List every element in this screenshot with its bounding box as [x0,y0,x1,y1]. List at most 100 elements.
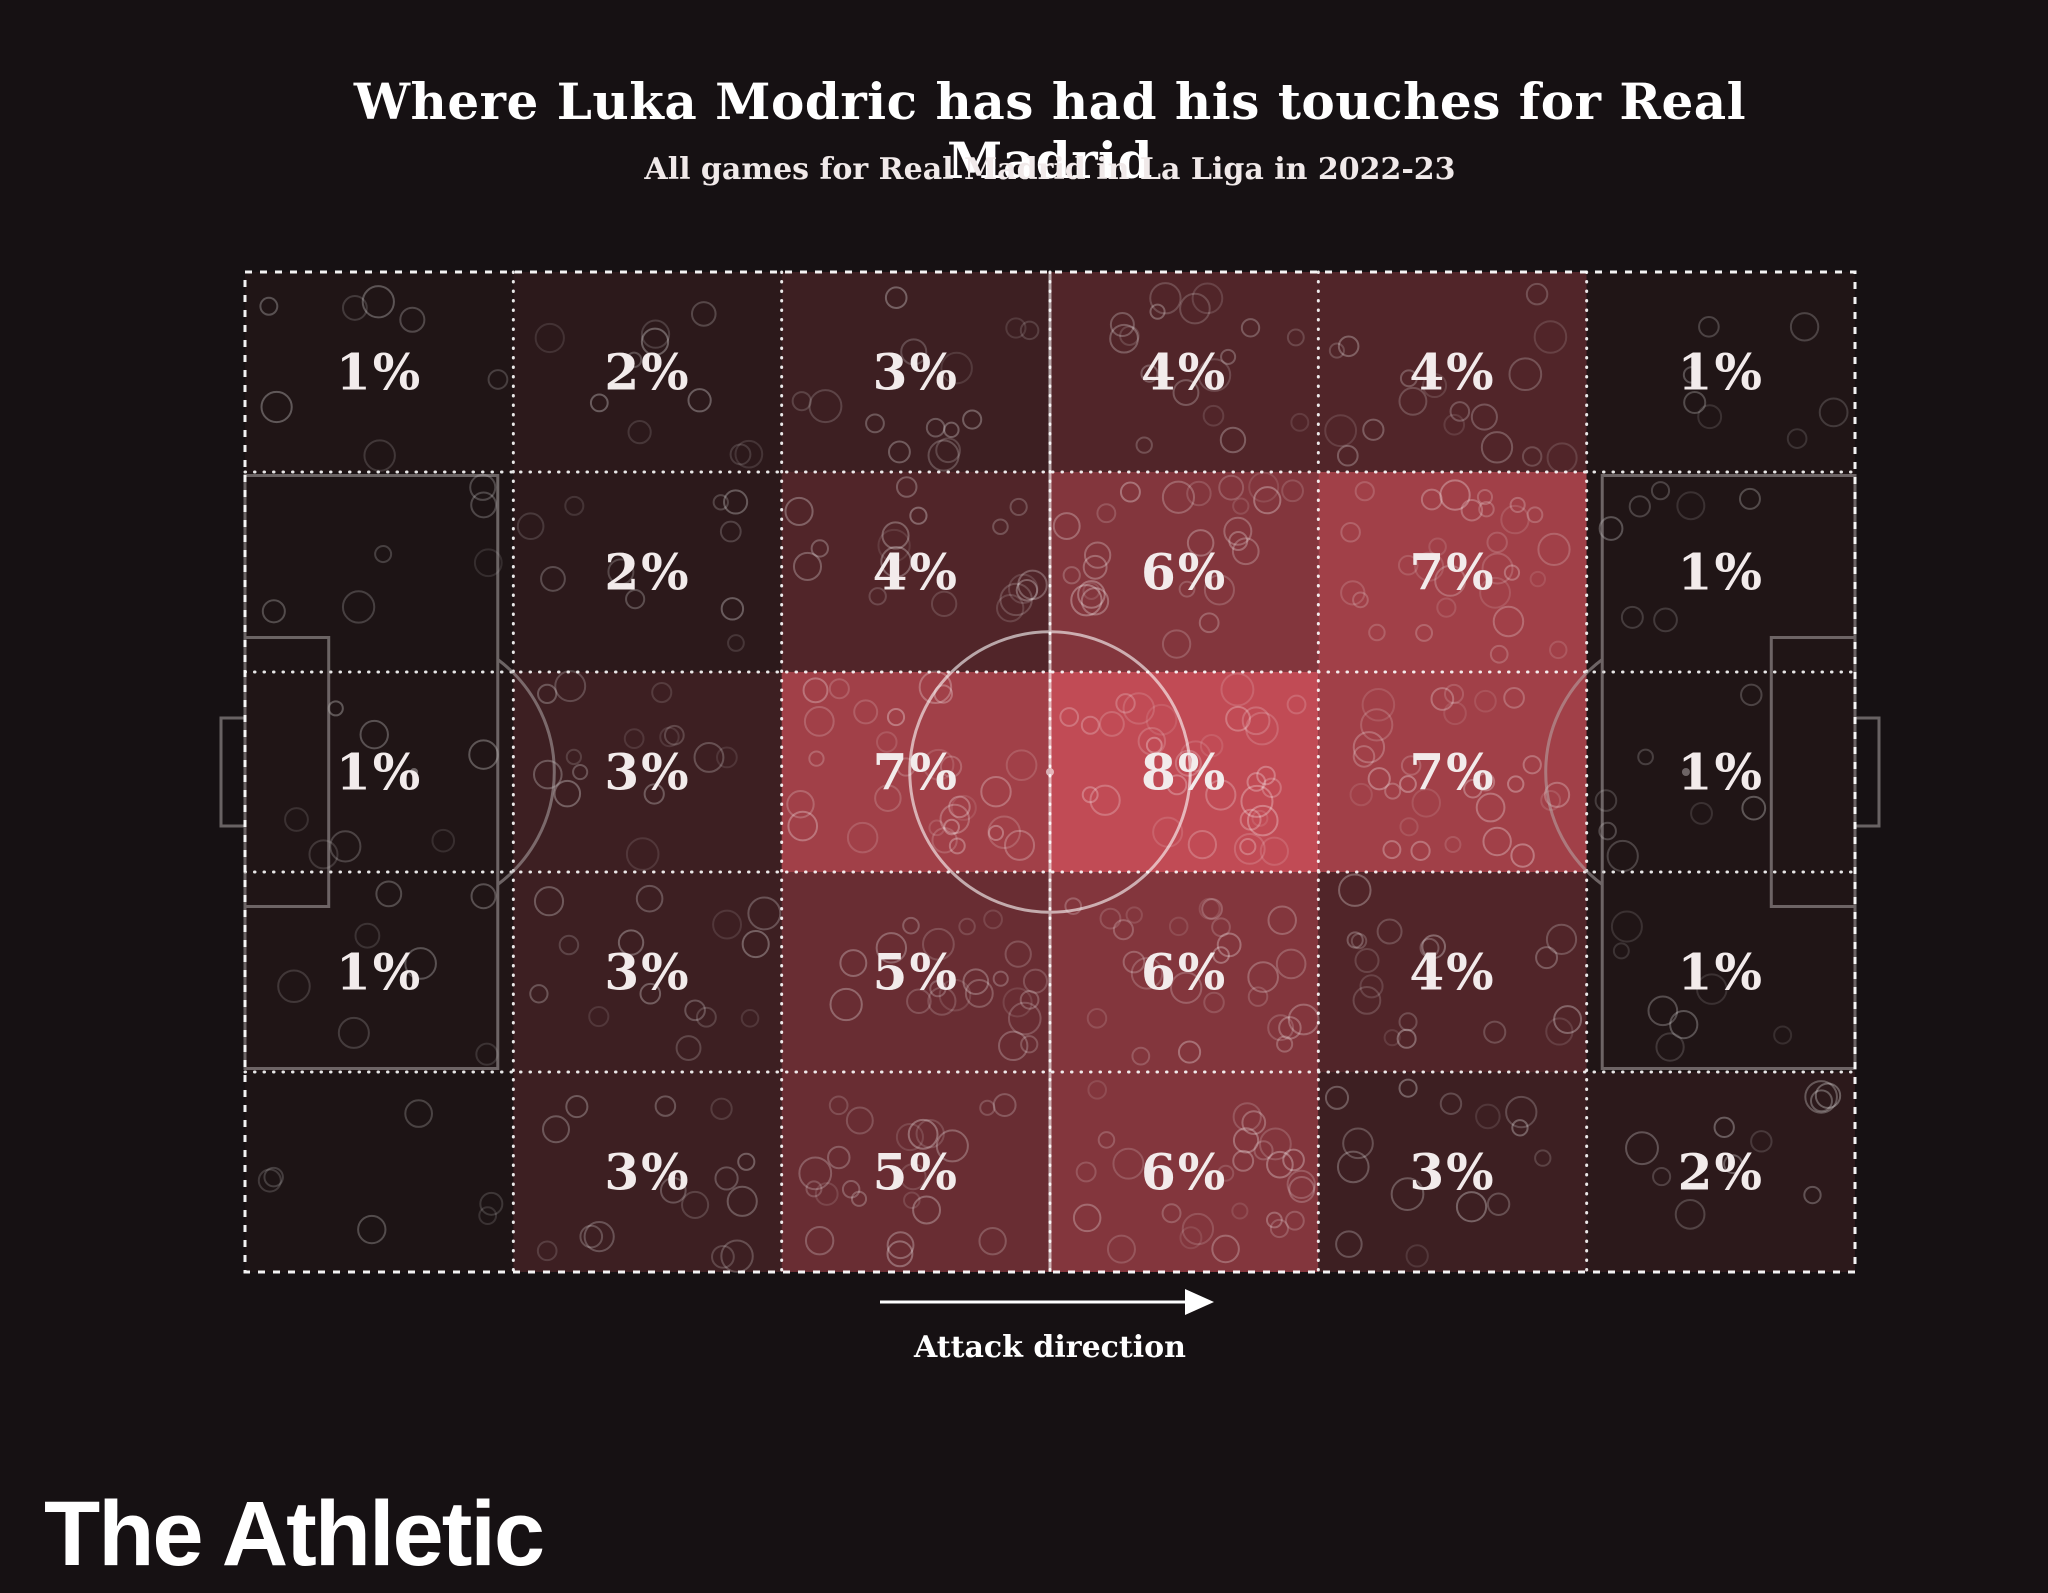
touch-ring [537,683,558,705]
touch-ring [1231,537,1260,566]
touch-ring [1019,320,1040,341]
touch-ring [1017,569,1048,601]
touch-ring [1480,431,1514,464]
touch-ring [1492,605,1525,638]
touch-ring [1145,736,1163,754]
touch-ring [1062,566,1081,585]
touch-ring [640,319,671,349]
touch-ring [663,724,685,746]
touch-ring [1131,1046,1151,1066]
touch-ring [723,489,749,515]
touch-ring [803,706,835,737]
touch-ring [1352,591,1369,609]
touch-ring [1248,471,1280,503]
touch-ring [1352,745,1376,768]
touch-ring [1212,946,1230,964]
touch-ring [470,491,498,519]
touch-ring [1219,426,1247,454]
touch-ring [361,285,395,319]
touch-ring [1245,711,1279,746]
touch-ring [1818,397,1849,428]
touch-ring [1653,607,1678,633]
touch-ring [1115,693,1136,714]
touch-ring [1082,554,1108,580]
touch-ring [554,670,587,703]
touch-ring [808,389,843,424]
zone-percentage-label: 3% [1409,1143,1495,1202]
touch-ring [1223,516,1253,546]
touch-ring [1166,774,1188,796]
touch-ring [1232,1149,1255,1172]
touch-ring [640,327,670,356]
touch-ring [1288,1176,1316,1203]
touch-ring [1246,804,1279,837]
touch-ring [337,1016,370,1049]
touch-ring [1232,1127,1260,1154]
touch-ring [876,731,898,753]
touch-ring [987,815,1021,849]
touch-ring [1199,733,1224,758]
zone-percentage-label: 4% [873,543,959,602]
heatmap-zone [1050,1072,1319,1272]
touch-ring [886,707,906,727]
touch-ring [808,750,825,767]
touch-ring [1430,687,1455,711]
zone-percentage-label: 7% [1409,743,1495,802]
touch-ring [625,589,646,610]
touch-ring [1537,532,1571,566]
touch-ring [1428,537,1447,557]
touch-ring [810,539,829,558]
touch-ring [1247,986,1269,1007]
touch-ring [1367,767,1391,791]
touch-ring [341,590,376,624]
touch-ring [868,587,887,606]
touch-ring [895,1123,924,1152]
touch-ring [542,1115,570,1144]
touch-ring [726,1185,758,1217]
touch-ring [1526,506,1544,524]
touch-ring [1005,749,1038,782]
touch-ring [1449,401,1471,422]
touch-ring [884,286,908,310]
touch-ring [1415,623,1434,642]
touch-ring [1020,1035,1039,1054]
touch-ring [651,681,673,704]
touch-ring [881,521,910,550]
touch-ring [1179,740,1212,773]
touch-ring [958,917,976,936]
touch-ring [850,1190,868,1207]
touch-ring [1361,687,1396,722]
touch-ring [659,726,680,748]
touch-ring [1503,687,1525,709]
touch-ring [1655,1032,1685,1062]
touch-ring [714,1166,739,1191]
touch-ring [1251,809,1269,827]
touch-ring [1443,701,1467,726]
touch-ring [877,528,911,563]
touch-ring [1382,840,1402,860]
touch-ring [1239,838,1257,856]
touch-ring [363,439,396,472]
heatmap-zone [781,1072,1050,1272]
touch-ring [1202,404,1225,427]
touch-ring [1397,554,1419,576]
heatmap-zone [1318,872,1587,1072]
touch-ring [1612,942,1630,960]
touch-ring [939,755,963,778]
touch-ring [1191,282,1224,315]
zone-percentage-label: 1% [1678,543,1764,602]
touch-ring [1217,1164,1235,1182]
touch-ring [1087,1080,1108,1100]
touch-ring [1354,947,1380,974]
touch-ring [1399,817,1419,837]
heatmap-zone [513,672,782,872]
touch-ring [588,1005,610,1028]
touch-ring [1004,940,1032,968]
touch-ring [1261,777,1282,799]
touch-ring [1338,873,1372,907]
touch-ring [1258,1127,1292,1161]
zone-percentage-label: 2% [604,343,690,402]
touch-ring [828,678,850,700]
touch-ring [992,970,1009,987]
